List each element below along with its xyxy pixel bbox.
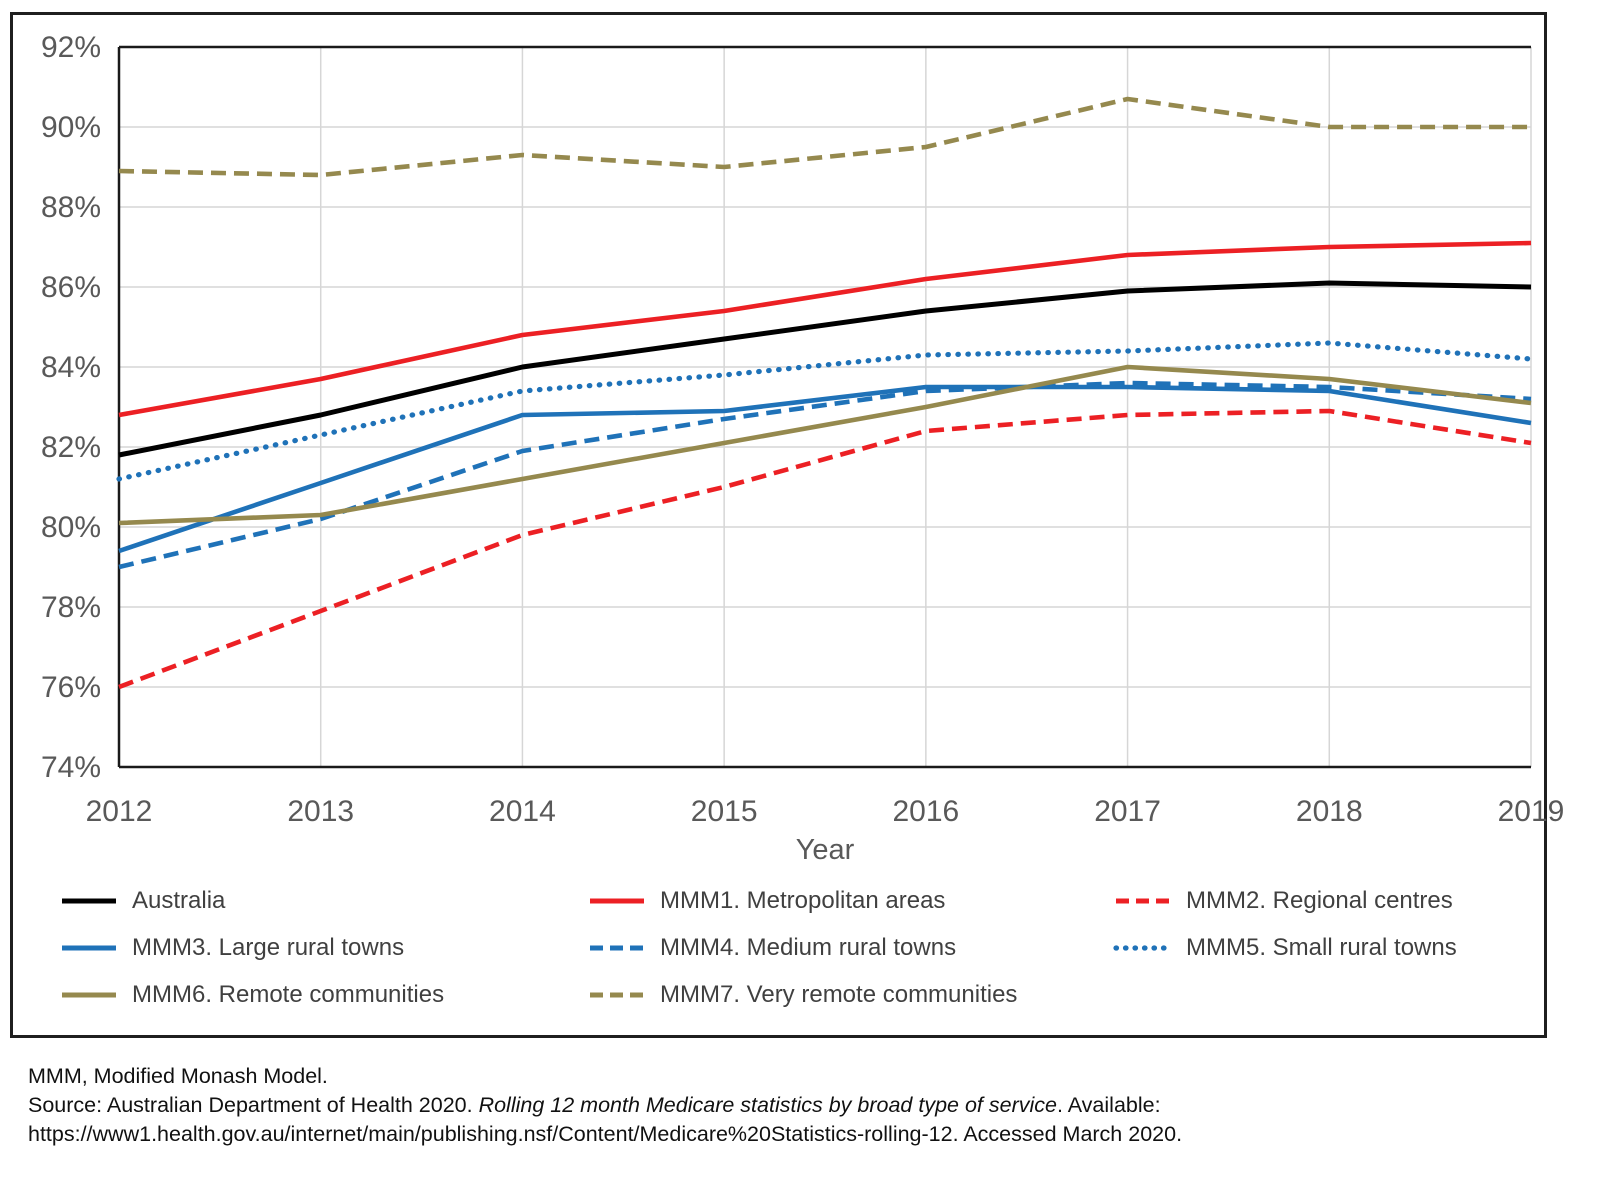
y-tick-label: 74% [41, 751, 101, 784]
legend-label: MMM2. Regional centres [1186, 886, 1453, 914]
legend-swatch-dashed [590, 945, 644, 950]
legend-swatch-dotted [1113, 944, 1173, 951]
y-tick-label: 90% [41, 111, 101, 144]
footnote-source: Source: Australian Department of Health … [28, 1091, 1568, 1120]
legend-item-mmm4-medium-rural-towns: MMM4. Medium rural towns [588, 934, 1114, 962]
legend-label: MMM5. Small rural towns [1186, 933, 1457, 961]
series-line-mmm3-large-rural-towns [118, 384, 1532, 554]
legend-item-mmm5-small-rural-towns: MMM5. Small rural towns [1113, 933, 1514, 962]
x-axis-ticks: 2012 2013 2014 2015 2016 2017 2018 2019 [86, 795, 1565, 828]
plot-border [117, 45, 1531, 769]
series-line-australia [118, 280, 1532, 458]
legend-item-australia: Australia [60, 887, 588, 915]
legend-item-mmm3-large-rural-towns: MMM3. Large rural towns [60, 934, 588, 962]
x-tick-label: 2015 [691, 795, 758, 828]
x-tick-label: 2014 [489, 795, 556, 828]
y-tick-label: 86% [41, 271, 101, 304]
x-tick-label: 2017 [1094, 795, 1161, 828]
y-tick-label: 82% [41, 431, 101, 464]
legend-label: MMM6. Remote communities [132, 980, 445, 1008]
y-axis-ticks: 92% 90% 88% 86% 84% 82% 80% 78% 76% 74% [41, 31, 101, 784]
footnote-url: https://www1.health.gov.au/internet/main… [28, 1122, 1183, 1146]
y-tick-label: 84% [41, 351, 101, 384]
legend-label: MMM3. Large rural towns [132, 933, 405, 961]
legend-item-mmm2-regional-centres: MMM2. Regional centres [1114, 887, 1514, 915]
series-line-mmm2-regional-centres [118, 408, 1532, 690]
y-tick-label: 78% [41, 591, 101, 624]
x-tick-label: 2019 [1498, 795, 1565, 828]
y-tick-label: 92% [41, 31, 101, 64]
legend-swatch-dashed [590, 992, 644, 997]
legend-item-mmm7-very-remote-communities: MMM7. Very remote communities [588, 981, 1114, 1009]
series-line-mmm7-very-remote-communities [118, 96, 1531, 178]
chart-figure: 92% 90% 88% 86% 84% 82% 80% 78% 76% 74% 2012 2013 20… [10, 12, 1564, 1038]
x-axis-title: Year [796, 834, 855, 866]
legend-swatch-solid [590, 898, 644, 903]
y-tick-label: 76% [41, 671, 101, 704]
legend-swatch-solid [62, 898, 116, 903]
y-tick-label: 80% [41, 511, 101, 544]
x-tick-label: 2013 [287, 795, 354, 828]
legend-label: MMM4. Medium rural towns [660, 933, 957, 961]
series-line-mmm5-small-rural-towns [116, 340, 1534, 482]
y-tick-label: 88% [41, 191, 101, 224]
legend-label: MMM7. Very remote communities [660, 980, 1018, 1008]
legend-label: Australia [132, 886, 226, 914]
x-tick-label: 2012 [86, 795, 153, 828]
footnote-source-prefix: Source: Australian Department of Health … [28, 1093, 479, 1117]
chart-legend: Australia MMM1. Metropolitan areas MMM2. R… [60, 877, 1514, 1018]
legend-swatch-solid [62, 945, 116, 950]
line-chart: 92%90%88%86%84%82%80%78%76%74%2012 2013 20… [41, 31, 1564, 866]
footnote: MMM, Modified Monash Model. Source: Aust… [28, 1062, 1568, 1149]
series-lines [116, 96, 1534, 690]
series-line-mmm1-metropolitan-areas [118, 240, 1532, 418]
x-tick-label: 2018 [1296, 795, 1363, 828]
footnote-source-title: Rolling 12 month Medicare statistics by … [478, 1093, 1057, 1117]
legend-swatch-dashed [1116, 898, 1170, 903]
x-tick-label: 2016 [892, 795, 959, 828]
legend-label: MMM1. Metropolitan areas [660, 886, 946, 914]
series-line-mmm6-remote-communities [118, 364, 1532, 526]
footnote-source-suffix: . Available: [1056, 1093, 1161, 1117]
footnote-abbreviation: MMM, Modified Monash Model. [28, 1064, 328, 1088]
legend-swatch-solid [62, 992, 116, 997]
legend-item-mmm1-metropolitan-areas: MMM1. Metropolitan areas [588, 887, 1114, 915]
legend-item-mmm6-remote-communities: MMM6. Remote communities [60, 981, 588, 1009]
